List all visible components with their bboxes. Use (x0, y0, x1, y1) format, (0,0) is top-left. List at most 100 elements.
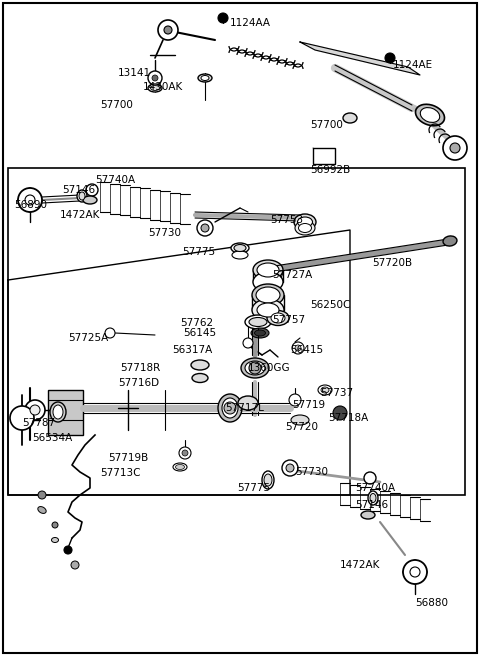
Bar (313, 148, 335, 164)
Text: 1360GG: 1360GG (248, 363, 290, 373)
Ellipse shape (53, 405, 63, 419)
Ellipse shape (318, 385, 332, 395)
Circle shape (197, 220, 213, 236)
Ellipse shape (222, 398, 238, 418)
Circle shape (443, 136, 467, 160)
Text: 57753: 57753 (270, 215, 303, 225)
Ellipse shape (443, 236, 457, 246)
Text: 57718R: 57718R (120, 363, 160, 373)
Circle shape (450, 143, 460, 153)
Text: 1472AK: 1472AK (60, 210, 100, 220)
Text: 57730: 57730 (148, 228, 181, 238)
Ellipse shape (370, 493, 376, 502)
Text: 56415: 56415 (290, 345, 323, 355)
Circle shape (25, 195, 35, 205)
Circle shape (333, 406, 347, 420)
Ellipse shape (254, 330, 265, 336)
Ellipse shape (245, 315, 271, 329)
Text: 1472AK: 1472AK (340, 560, 380, 570)
Ellipse shape (251, 328, 269, 338)
Text: 57757: 57757 (272, 315, 305, 325)
Text: 57146: 57146 (355, 500, 388, 510)
Circle shape (38, 491, 46, 499)
Ellipse shape (256, 287, 280, 303)
Ellipse shape (299, 224, 312, 232)
Text: 57737: 57737 (320, 388, 353, 398)
Text: 56880: 56880 (415, 598, 448, 608)
Circle shape (182, 450, 188, 456)
Text: 56317A: 56317A (172, 345, 212, 355)
Circle shape (52, 522, 58, 528)
Text: 57717L: 57717L (225, 403, 264, 413)
Circle shape (289, 394, 301, 406)
Ellipse shape (79, 192, 85, 200)
Ellipse shape (361, 511, 375, 519)
Text: 1124AA: 1124AA (230, 18, 271, 28)
Ellipse shape (234, 245, 246, 251)
Ellipse shape (201, 75, 209, 81)
Circle shape (282, 460, 298, 476)
Text: 57700: 57700 (310, 120, 343, 130)
Circle shape (10, 406, 34, 430)
Text: 56992B: 56992B (310, 165, 350, 175)
Ellipse shape (343, 113, 357, 123)
Circle shape (164, 26, 172, 34)
Text: 57775: 57775 (182, 247, 215, 257)
Bar (48, 390, 83, 435)
Ellipse shape (231, 243, 249, 253)
Text: 56890: 56890 (14, 200, 47, 210)
Text: 57719B: 57719B (108, 453, 148, 463)
Ellipse shape (295, 221, 315, 235)
Ellipse shape (257, 263, 279, 277)
Text: 57725A: 57725A (68, 333, 108, 343)
Circle shape (410, 567, 420, 577)
Ellipse shape (245, 361, 265, 375)
Text: 57787: 57787 (22, 418, 55, 428)
Text: 57146: 57146 (62, 185, 95, 195)
Circle shape (64, 546, 72, 554)
Text: 57762: 57762 (180, 318, 213, 328)
Circle shape (292, 342, 304, 354)
Ellipse shape (192, 373, 208, 382)
Circle shape (148, 71, 162, 85)
Ellipse shape (321, 387, 329, 393)
Ellipse shape (50, 402, 66, 422)
Ellipse shape (420, 108, 440, 123)
Circle shape (218, 13, 228, 23)
Ellipse shape (232, 251, 248, 259)
Circle shape (286, 464, 294, 472)
Ellipse shape (198, 74, 212, 82)
Text: 57727A: 57727A (272, 270, 312, 280)
Text: 1430AK: 1430AK (143, 82, 183, 92)
Text: 56534A: 56534A (32, 433, 72, 443)
Circle shape (364, 472, 376, 484)
Ellipse shape (252, 284, 284, 306)
Bar (8, 168, 465, 495)
Ellipse shape (176, 464, 184, 470)
Text: 57740A: 57740A (355, 483, 395, 493)
Circle shape (30, 405, 40, 415)
Ellipse shape (262, 471, 274, 489)
Ellipse shape (148, 84, 162, 92)
Text: 57713C: 57713C (100, 468, 141, 478)
Ellipse shape (298, 217, 312, 227)
Ellipse shape (191, 360, 209, 370)
Circle shape (152, 75, 158, 81)
Circle shape (179, 447, 191, 459)
Ellipse shape (77, 190, 87, 202)
Text: 57719: 57719 (292, 400, 325, 410)
Circle shape (105, 328, 115, 338)
Ellipse shape (252, 299, 284, 321)
Circle shape (25, 400, 45, 420)
Text: 57730: 57730 (295, 467, 328, 477)
Text: 57740A: 57740A (95, 175, 135, 185)
Circle shape (224, 402, 236, 414)
Ellipse shape (253, 260, 283, 280)
Text: 57700: 57700 (100, 100, 133, 110)
Circle shape (86, 184, 98, 196)
Ellipse shape (249, 318, 267, 327)
Ellipse shape (38, 506, 46, 514)
Circle shape (158, 20, 178, 40)
Circle shape (385, 53, 395, 63)
Ellipse shape (241, 358, 269, 378)
